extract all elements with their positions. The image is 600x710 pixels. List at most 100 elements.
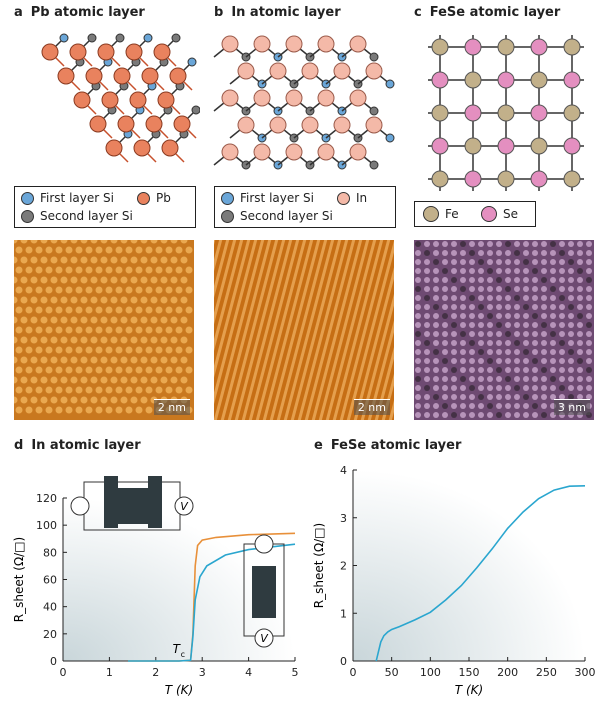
stm-feature	[577, 358, 583, 364]
legend-second-layer-si: Second layer Si	[221, 209, 333, 223]
stm-feature	[460, 367, 466, 373]
stm-stripe	[311, 240, 363, 420]
stm-feature	[514, 403, 520, 409]
stm-feature	[424, 304, 430, 310]
stm-feature	[140, 396, 148, 404]
stm-feature	[523, 286, 529, 292]
stm-feature	[478, 403, 484, 409]
stm-feature	[460, 412, 466, 418]
stm-feature	[140, 296, 148, 304]
stm-feature	[433, 394, 439, 400]
stm-feature	[487, 313, 493, 319]
stm-feature	[505, 304, 511, 310]
stm-feature	[145, 366, 153, 374]
stm-feature	[150, 316, 158, 324]
stm-feature	[155, 386, 163, 394]
stm-feature	[60, 316, 68, 324]
pb-atom	[57, 67, 75, 85]
stm-feature	[60, 296, 68, 304]
stm-feature	[135, 286, 143, 294]
stm-feature	[568, 286, 574, 292]
stm-feature	[90, 256, 98, 264]
si-second-atom	[87, 33, 97, 43]
stm-feature	[505, 286, 511, 292]
stm-feature	[451, 241, 457, 247]
stm-feature	[541, 322, 547, 328]
pb-atom	[97, 43, 115, 61]
current-source-icon	[254, 534, 274, 554]
stm-feature	[14, 396, 18, 404]
x-axis-label: T (K)	[455, 683, 483, 697]
in-atom	[285, 35, 303, 53]
stm-feature	[155, 246, 163, 254]
stm-feature	[105, 266, 113, 274]
stm-feature	[25, 266, 33, 274]
fe-atom	[431, 170, 449, 188]
stm-feature	[514, 295, 520, 301]
in-atom	[333, 62, 351, 80]
stm-feature	[424, 250, 430, 256]
stm-feature	[100, 396, 108, 404]
stm-feature	[541, 412, 547, 418]
stm-feature	[442, 250, 448, 256]
stm-feature	[25, 366, 33, 374]
stm-feature	[487, 322, 493, 328]
stm-feature	[487, 403, 493, 409]
stm-feature	[55, 326, 63, 334]
stm-feature	[460, 241, 466, 247]
stm-feature	[505, 241, 511, 247]
stm-feature	[160, 256, 168, 264]
panel-c-title: c FeSe atomic layer	[414, 5, 561, 20]
stm-feature	[90, 336, 98, 344]
stm-feature	[469, 286, 475, 292]
stm-feature	[155, 346, 163, 354]
stm-feature	[175, 366, 183, 374]
stm-feature	[586, 313, 592, 319]
stm-feature	[469, 358, 475, 364]
stm-stripe	[227, 240, 279, 420]
pb-atom	[141, 67, 159, 85]
stm-feature	[30, 316, 38, 324]
stm-feature	[65, 386, 73, 394]
stm-feature	[95, 326, 103, 334]
stm-feature	[14, 276, 18, 284]
si-second-atom	[171, 33, 181, 43]
stm-feature	[586, 394, 592, 400]
pb-atom	[105, 139, 123, 157]
stm-feature	[568, 268, 574, 274]
stm-feature	[80, 396, 88, 404]
stm-feature	[415, 349, 421, 355]
fe-atom	[431, 38, 449, 56]
stm-feature	[170, 356, 178, 364]
stm-feature	[50, 256, 58, 264]
stm-feature	[532, 241, 538, 247]
stm-feature	[442, 376, 448, 382]
stm-stripe	[262, 240, 314, 420]
stm-feature	[415, 304, 421, 310]
pb-atom	[41, 43, 59, 61]
pb-stm-texture	[14, 240, 193, 414]
stm-feature	[532, 358, 538, 364]
stm-feature	[120, 396, 128, 404]
stm-feature	[185, 326, 193, 334]
stm-feature	[70, 276, 78, 284]
stm-feature	[442, 394, 448, 400]
stm-feature	[135, 386, 143, 394]
stm-feature	[442, 340, 448, 346]
stm-feature	[185, 386, 193, 394]
stm-feature	[487, 250, 493, 256]
contact-pad	[148, 514, 162, 528]
y-tick-label: 60	[43, 574, 57, 587]
stm-feature	[586, 367, 592, 373]
fe-atom	[464, 71, 482, 89]
stm-feature	[424, 412, 430, 418]
stm-feature	[85, 306, 93, 314]
stm-feature	[125, 306, 133, 314]
stm-feature	[14, 356, 18, 364]
stm-feature	[523, 313, 529, 319]
stm-feature	[110, 316, 118, 324]
stm-feature	[568, 241, 574, 247]
y-tick-label: 3	[340, 512, 347, 525]
stm-feature	[469, 241, 475, 247]
stm-feature	[550, 349, 556, 355]
